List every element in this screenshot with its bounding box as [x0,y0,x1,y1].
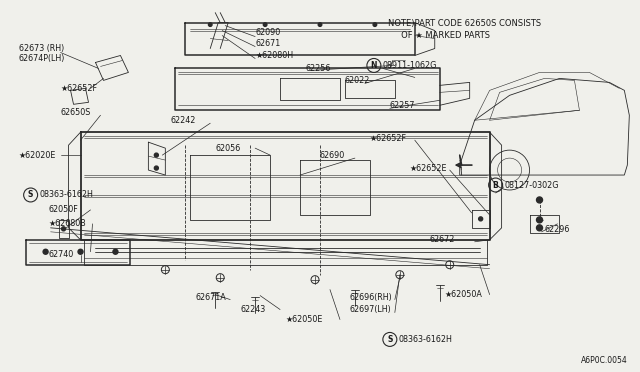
Text: ★62050A: ★62050A [445,290,483,299]
Circle shape [154,153,158,157]
Text: 62671A: 62671A [195,293,226,302]
Text: 62256: 62256 [305,64,330,73]
Text: B: B [493,180,499,189]
Text: NOTE)PART CODE 62650S CONSISTS: NOTE)PART CODE 62650S CONSISTS [388,19,541,28]
Text: S: S [387,335,392,344]
Text: ★62652F: ★62652F [370,134,407,143]
Text: 08127-0302G: 08127-0302G [504,180,559,189]
Text: 62697(LH): 62697(LH) [350,305,392,314]
Circle shape [61,227,65,231]
Text: 62243: 62243 [240,305,266,314]
Circle shape [373,23,377,26]
Text: 62740: 62740 [49,250,74,259]
Circle shape [536,197,543,203]
Text: 62090: 62090 [255,28,280,37]
Text: 62696(RH): 62696(RH) [350,293,393,302]
Circle shape [479,217,483,221]
Text: ★62080H: ★62080H [255,51,293,60]
Text: 62056: 62056 [215,144,241,153]
Text: 62690: 62690 [320,151,345,160]
Circle shape [263,23,267,26]
Text: 08363-6162H: 08363-6162H [399,335,452,344]
Text: ★62020E: ★62020E [19,151,56,160]
Text: S: S [28,190,33,199]
Circle shape [78,249,83,254]
Text: 62650S: 62650S [61,108,91,117]
Text: 62296: 62296 [545,225,570,234]
Text: ★62050E: ★62050E [285,315,323,324]
Text: 08363-6162H: 08363-6162H [40,190,93,199]
Text: ★62652E: ★62652E [410,164,447,173]
Circle shape [209,23,212,26]
Circle shape [154,166,158,170]
Text: OF ★ MARKED PARTS: OF ★ MARKED PARTS [388,31,490,39]
Text: 62671: 62671 [255,39,280,48]
Text: ★62652F: ★62652F [61,84,97,93]
Circle shape [536,217,543,223]
Circle shape [113,249,118,254]
Text: 62257: 62257 [390,101,415,110]
Text: ★62680B: ★62680B [49,219,86,228]
Circle shape [318,23,322,26]
Text: 62673 (RH): 62673 (RH) [19,44,64,53]
Text: N: N [371,61,377,70]
Text: 62242: 62242 [170,116,196,125]
Circle shape [536,225,543,231]
Text: 62674P(LH): 62674P(LH) [19,54,65,63]
Text: A6P0C.0054: A6P0C.0054 [580,356,627,365]
Text: 08911-1062G: 08911-1062G [383,61,437,70]
Text: 62672: 62672 [430,235,455,244]
Text: 62050F: 62050F [49,205,78,214]
Text: 62022: 62022 [345,76,371,85]
Circle shape [43,249,48,254]
